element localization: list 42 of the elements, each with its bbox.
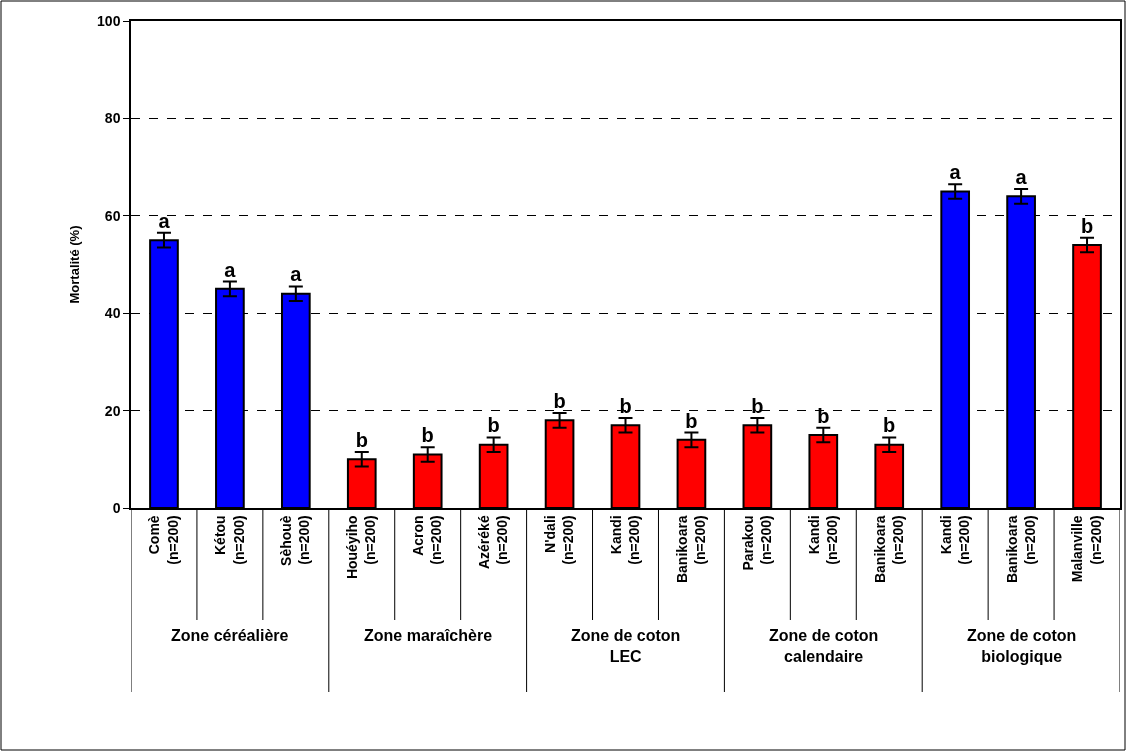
x-tick-label: Banikoara (n=200)	[1003, 515, 1038, 584]
data-label: b	[553, 390, 566, 413]
y-tick-label: 40	[104, 305, 121, 322]
data-label: b	[487, 414, 500, 437]
x-tick-label: Kandi (n=200)	[607, 515, 643, 565]
data-label: a	[1015, 166, 1028, 189]
x-tick-label: Banikoara (n=200)	[673, 515, 709, 584]
y-tick-label: 80	[104, 110, 121, 127]
x-tick-label: Parakou (n=200)	[739, 515, 775, 571]
y-tick-label: 0	[112, 499, 121, 516]
data-label: a	[949, 161, 962, 184]
y-tick-label: 100	[97, 12, 121, 29]
x-tick-label: Malanville (n=200)	[1069, 515, 1104, 583]
data-label: b	[751, 394, 764, 417]
data-label: b	[421, 424, 434, 447]
x-tick-label: Azéréké (n=200)	[476, 515, 511, 570]
text: Zone maraîchère	[364, 627, 493, 644]
data-label: b	[685, 409, 698, 432]
text: Zone céréalière	[171, 627, 289, 644]
y-tick-label: 60	[104, 207, 121, 224]
x-tick-label: Kandi (n=200)	[937, 515, 972, 565]
data-label: b	[355, 429, 368, 451]
x-tick-label: Kandi (n=200)	[805, 515, 840, 565]
data-label: a	[158, 209, 171, 232]
y-axis-title: Mortalité (%)	[66, 225, 82, 304]
x-tick-label: Houéyiho (n=200)	[344, 515, 379, 580]
x-tick-label: N'dali (n=200)	[542, 515, 577, 565]
data-label: b	[883, 414, 896, 437]
x-tick-label: Comè (n=200)	[146, 515, 181, 565]
x-tick-label: Acron (n=200)	[410, 515, 445, 565]
x-tick-label: Banikoara (n=200)	[871, 515, 906, 584]
data-label: a	[224, 258, 237, 281]
data-label: b	[619, 394, 632, 417]
text: Zone de coton LEC	[571, 627, 681, 665]
data-label: b	[1080, 214, 1094, 237]
data-label: a	[290, 263, 303, 286]
y-tick-label: 20	[104, 402, 121, 419]
text: Zone de coton calendaire	[769, 627, 879, 665]
text: Zone de coton biologique	[967, 627, 1077, 665]
data-label: b	[817, 404, 830, 427]
x-tick-label: Sèhouè (n=200)	[278, 515, 313, 566]
x-tick-label: Kétou (n=200)	[212, 515, 247, 565]
